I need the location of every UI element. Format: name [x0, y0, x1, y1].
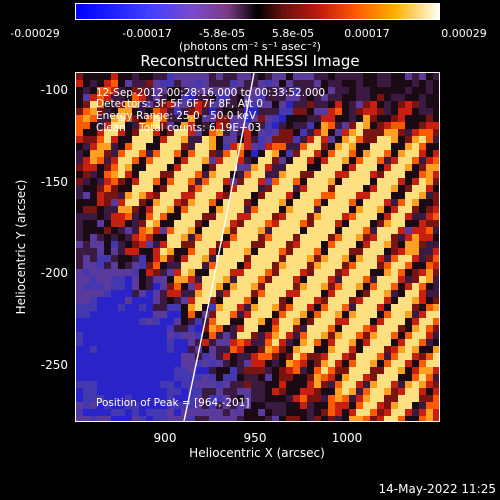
x-tick-label: 950	[243, 431, 267, 445]
colorbar-tick: 0.00029	[441, 27, 487, 40]
info-peak: Position of Peak = [964,-201]	[96, 397, 250, 409]
x-tick-label: 900	[153, 431, 177, 445]
info-detectors: Detectors: 3F 5F 6F 7F 8F, Att 0	[96, 98, 263, 110]
colorbar-tick: 5.8e-05	[271, 27, 315, 40]
colorbar	[75, 3, 440, 20]
y-tick-label: -150	[40, 175, 68, 189]
y-tick-label: -250	[40, 358, 68, 372]
solar-limb-line	[183, 73, 255, 421]
colorbar-tick: -0.00029	[10, 27, 60, 40]
colorbar-units: (photons cm⁻² s⁻¹ asec⁻²)	[179, 40, 321, 53]
y-tick-label: -200	[40, 266, 68, 280]
x-tick-label: 1000	[331, 431, 363, 445]
rhessi-image	[75, 72, 440, 422]
colorbar-tick: -5.8e-05	[198, 27, 246, 40]
plot-title: Reconstructed RHESSI Image	[140, 52, 360, 70]
x-axis-label: Heliocentric X (arcsec)	[189, 446, 325, 460]
y-tick-label: -100	[40, 83, 68, 97]
info-time-range: 12-Sep-2012 00:28:16.000 to 00:33:52.000	[96, 87, 326, 99]
colorbar-tick: 0.00017	[344, 27, 390, 40]
colorbar-tick: -0.00017	[122, 27, 172, 40]
info-energy: Energy Range: 25.0 - 50.0 keV	[96, 110, 257, 122]
timestamp: 14-May-2022 11:25	[378, 482, 496, 496]
info-clean: Clean Total counts: 6.19E+03	[96, 122, 262, 134]
image-pixels	[76, 73, 439, 421]
y-axis-label: Heliocentric Y (arcsec)	[14, 179, 28, 315]
